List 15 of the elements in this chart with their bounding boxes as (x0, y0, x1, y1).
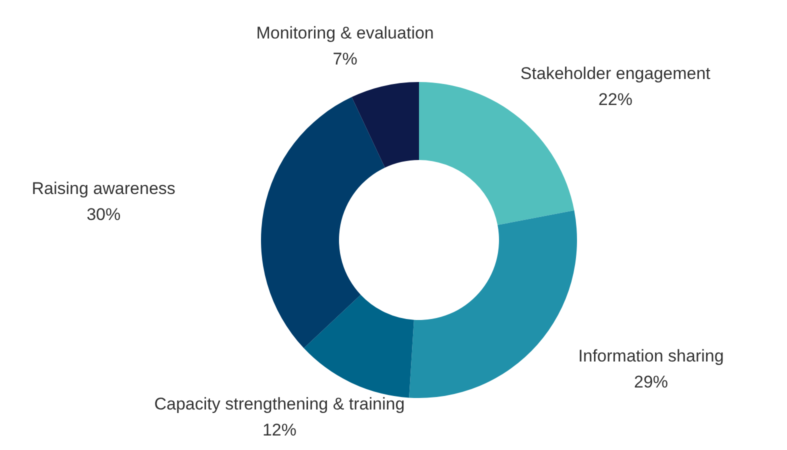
slice-label: Raising awareness (32, 178, 176, 198)
data-label: 22% (598, 90, 632, 109)
donut-slice (419, 82, 574, 226)
data-label: 30% (86, 204, 121, 224)
slice-label: Monitoring & evaluation (256, 23, 434, 42)
slice-label: Information sharing (578, 346, 724, 366)
data-label: 7% (332, 49, 358, 68)
slice-label: Capacity strengthening & training (154, 394, 405, 414)
donut-slice (409, 210, 577, 398)
donut-slice (352, 82, 419, 168)
donut-slice (261, 97, 385, 348)
data-label: 12% (262, 420, 296, 440)
slice-label: Stakeholder engagement (520, 64, 711, 83)
data-label: 29% (634, 372, 668, 392)
donut-slice (304, 294, 414, 398)
